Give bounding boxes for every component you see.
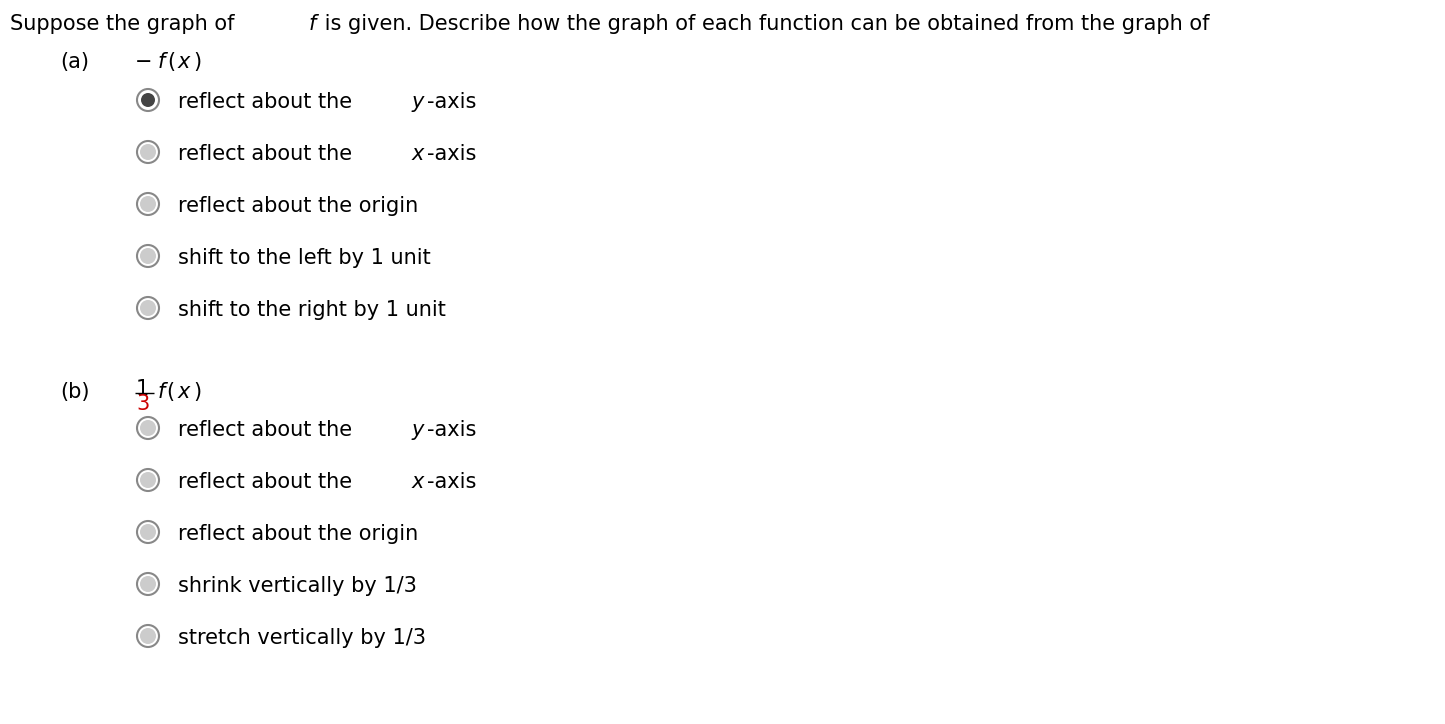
Text: 3: 3 xyxy=(136,394,149,414)
Text: (: ( xyxy=(166,382,175,402)
Circle shape xyxy=(140,300,156,316)
Text: reflect about the: reflect about the xyxy=(178,472,358,492)
Text: x: x xyxy=(178,52,189,72)
Circle shape xyxy=(137,141,159,163)
Circle shape xyxy=(137,245,159,267)
Text: -axis: -axis xyxy=(428,472,477,492)
Circle shape xyxy=(137,417,159,439)
Text: y: y xyxy=(412,92,423,112)
Text: reflect about the: reflect about the xyxy=(178,420,358,440)
Text: (b): (b) xyxy=(61,382,90,402)
Text: reflect about the origin: reflect about the origin xyxy=(178,524,418,544)
Circle shape xyxy=(140,196,156,212)
Circle shape xyxy=(140,524,156,540)
Circle shape xyxy=(137,625,159,647)
Text: (a): (a) xyxy=(61,52,90,72)
Text: f: f xyxy=(158,382,165,402)
Circle shape xyxy=(137,469,159,491)
Text: ): ) xyxy=(194,52,202,72)
Text: Suppose the graph of: Suppose the graph of xyxy=(10,14,241,34)
Circle shape xyxy=(140,576,156,592)
Text: y: y xyxy=(412,420,423,440)
Text: reflect about the: reflect about the xyxy=(178,144,358,164)
Text: 1: 1 xyxy=(136,379,149,399)
Text: shift to the right by 1 unit: shift to the right by 1 unit xyxy=(178,300,447,320)
Text: f: f xyxy=(308,14,315,34)
Text: reflect about the: reflect about the xyxy=(178,92,358,112)
Text: ): ) xyxy=(194,382,201,402)
Text: (: ( xyxy=(168,52,175,72)
Circle shape xyxy=(137,89,159,111)
Circle shape xyxy=(140,472,156,488)
Text: is given. Describe how the graph of each function can be obtained from the graph: is given. Describe how the graph of each… xyxy=(318,14,1215,34)
Text: x: x xyxy=(178,382,189,402)
Text: -axis: -axis xyxy=(428,420,477,440)
Text: f: f xyxy=(158,52,165,72)
Circle shape xyxy=(137,297,159,319)
Text: reflect about the origin: reflect about the origin xyxy=(178,196,418,216)
Text: stretch vertically by 1/3: stretch vertically by 1/3 xyxy=(178,628,426,648)
Text: -axis: -axis xyxy=(428,144,477,164)
Text: x: x xyxy=(412,144,423,164)
Circle shape xyxy=(140,628,156,644)
Circle shape xyxy=(142,93,155,107)
Circle shape xyxy=(137,193,159,215)
Circle shape xyxy=(140,420,156,436)
Text: -axis: -axis xyxy=(428,92,477,112)
Text: x: x xyxy=(412,472,423,492)
Text: shift to the left by 1 unit: shift to the left by 1 unit xyxy=(178,248,431,268)
Text: −: − xyxy=(134,52,153,72)
Circle shape xyxy=(137,521,159,543)
Circle shape xyxy=(140,248,156,264)
Circle shape xyxy=(137,573,159,595)
Text: shrink vertically by 1/3: shrink vertically by 1/3 xyxy=(178,576,416,596)
Circle shape xyxy=(140,144,156,160)
